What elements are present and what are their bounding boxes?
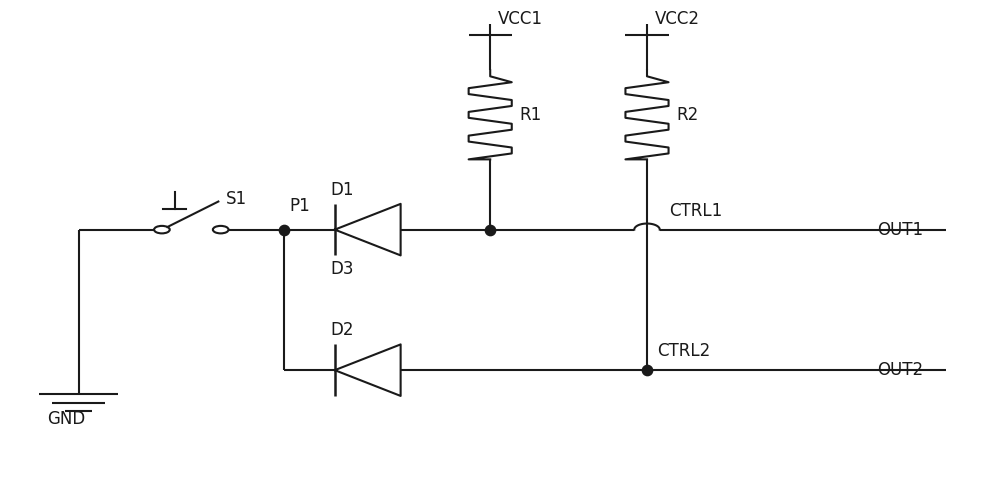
Text: D2: D2 [330,321,354,339]
Point [482,226,498,233]
Text: R1: R1 [520,106,542,124]
Text: VCC1: VCC1 [498,10,543,28]
Text: D1: D1 [330,181,354,199]
Text: OUT2: OUT2 [877,361,923,379]
Text: CTRL1: CTRL1 [670,202,723,220]
Text: D3: D3 [330,261,354,279]
Text: CTRL2: CTRL2 [657,342,710,360]
Text: GND: GND [47,410,85,428]
Point [639,366,655,374]
Text: OUT1: OUT1 [877,221,923,239]
Text: R2: R2 [676,106,699,124]
Text: P1: P1 [289,197,310,215]
Text: S1: S1 [226,190,247,208]
Point [276,226,292,233]
Text: VCC2: VCC2 [655,10,700,28]
